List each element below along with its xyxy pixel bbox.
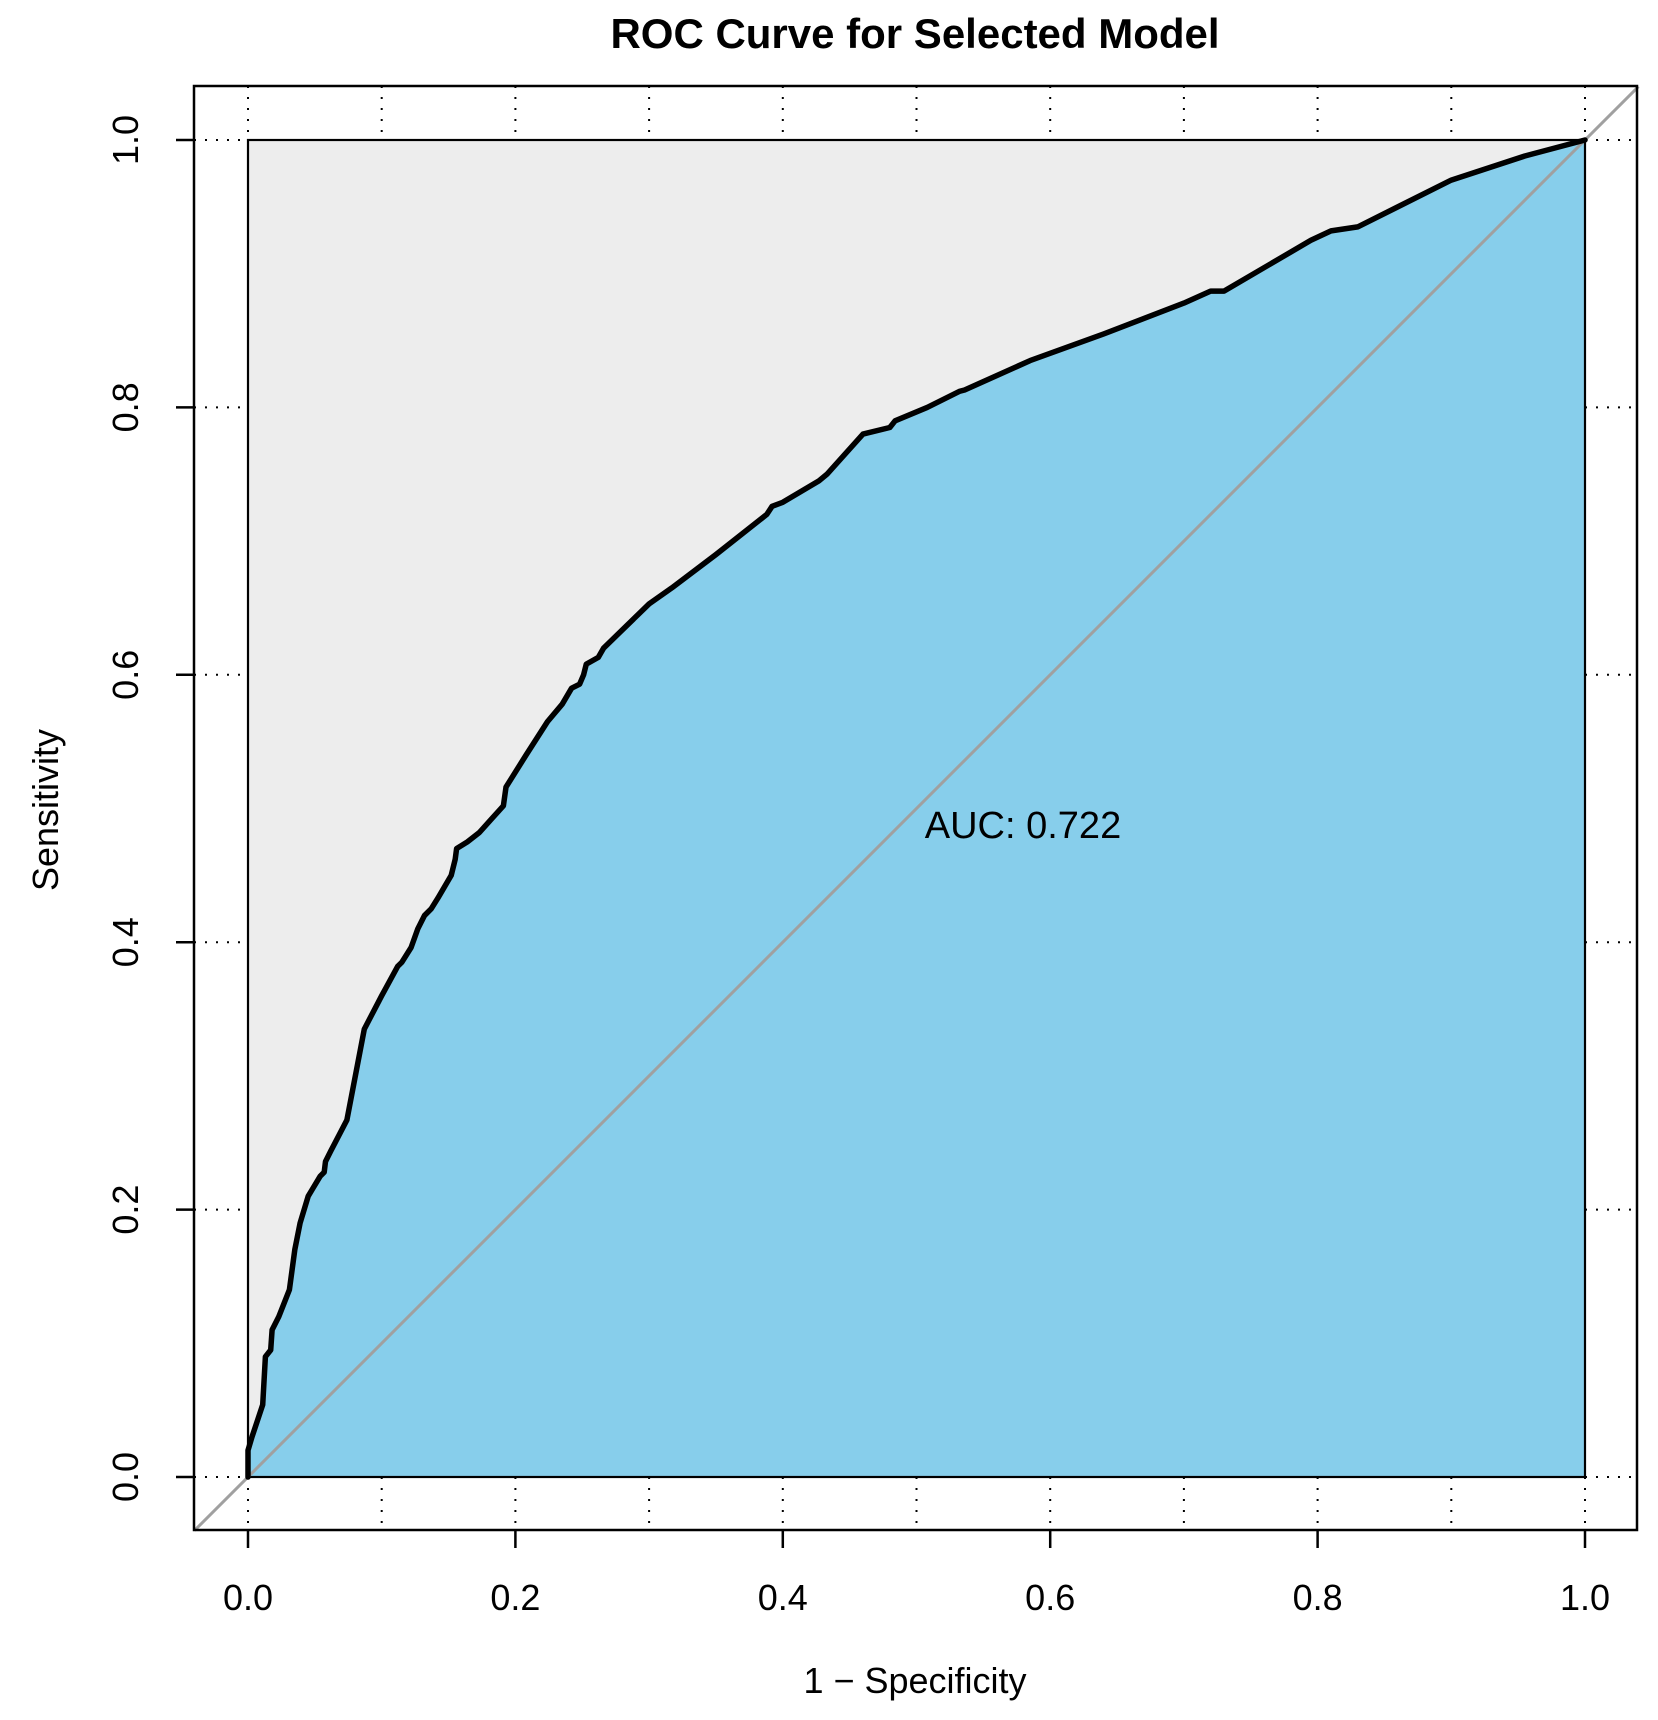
y-tick-label: 1.0	[105, 115, 146, 165]
y-tick-label: 0.8	[105, 382, 146, 432]
roc-curve-line	[245, 137, 1588, 1480]
x-tick-label: 0.0	[223, 1577, 273, 1618]
y-tick-label: 0.2	[105, 1185, 146, 1235]
auc-annotation: AUC: 0.722	[925, 805, 1121, 847]
diagonal-reference-line	[193, 85, 1640, 1532]
y-tick-label: 0.4	[105, 917, 146, 967]
x-tick-label: 0.4	[758, 1577, 808, 1618]
plot-area: 0.0 0.2 0.4 0.6 0.8 1.0 0.0 0.2 0.4 0.6 0.8 1.0	[105, 84, 1640, 1618]
y-tick-label: 0.0	[105, 1452, 146, 1502]
x-tick-label: 0.8	[1293, 1577, 1343, 1618]
x-tick-label: 0.6	[1025, 1577, 1075, 1618]
chart-title: ROC Curve for Selected Model	[610, 10, 1219, 57]
x-tick-label: 0.2	[490, 1577, 540, 1618]
y-axis-title: Sensitivity	[25, 729, 66, 891]
y-tick-label: 0.6	[105, 650, 146, 700]
x-axis-title: 1 − Specificity	[803, 1660, 1026, 1701]
x-tick-label: 1.0	[1560, 1577, 1610, 1618]
plot-frame	[192, 84, 1639, 1532]
